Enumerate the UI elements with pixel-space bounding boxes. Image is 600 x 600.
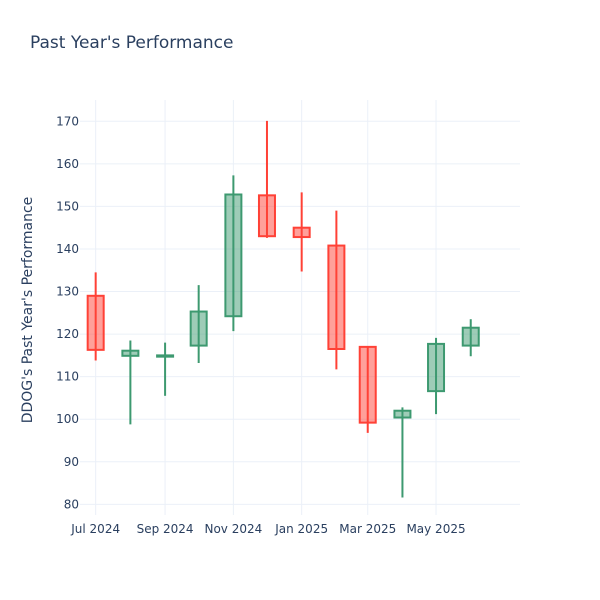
x-tick-label: Jan 2025: [274, 522, 328, 536]
candle-body: [327, 244, 346, 350]
candle-body: [427, 342, 446, 393]
candle-increasing: [224, 175, 243, 332]
y-tick-label: 150: [56, 199, 79, 213]
candle-decreasing: [358, 345, 377, 433]
y-tick-label: 80: [64, 497, 79, 511]
candle-decreasing: [327, 210, 346, 370]
x-tick-label: Jul 2024: [70, 522, 120, 536]
candle-increasing: [156, 342, 175, 396]
y-tick-label: 130: [56, 285, 79, 299]
candle-decreasing: [86, 272, 105, 361]
y-tick-label: 140: [56, 242, 79, 256]
y-axis-title: DDOG's Past Year's Performance: [20, 197, 36, 424]
y-tick-label: 170: [56, 114, 79, 128]
y-tick-label: 100: [56, 412, 79, 426]
candle-body: [121, 349, 140, 357]
x-tick-label: Sep 2024: [137, 522, 194, 536]
candle-body: [257, 194, 276, 238]
x-tick-label: May 2025: [406, 522, 465, 536]
candle-increasing: [461, 319, 480, 357]
grid: [80, 100, 520, 515]
candle-body: [461, 326, 480, 347]
y-tick-label: 90: [64, 455, 79, 469]
x-tick-label: Mar 2025: [339, 522, 396, 536]
candle-body: [393, 409, 412, 419]
candle-body: [358, 345, 377, 424]
y-axis-ticks: 80 90 100 110 120 130 140 150 160 170: [56, 114, 79, 511]
candle-body: [189, 310, 208, 347]
candle-body: [156, 354, 175, 358]
chart-title: Past Year's Performance: [30, 33, 234, 53]
candle-body: [292, 226, 311, 239]
candle-body: [224, 193, 243, 318]
y-tick-label: 120: [56, 327, 79, 341]
y-tick-label: 110: [56, 370, 79, 384]
candle-decreasing: [292, 192, 311, 272]
candle-body: [86, 294, 105, 351]
y-tick-label: 160: [56, 157, 79, 171]
candle-decreasing: [257, 120, 276, 238]
candles: [86, 120, 480, 498]
x-tick-label: Nov 2024: [204, 522, 262, 536]
x-axis-ticks: Jul 2024 Sep 2024 Nov 2024 Jan 2025 Mar 2025…: [70, 522, 465, 536]
candle-increasing: [189, 285, 208, 364]
candle-increasing: [427, 337, 446, 415]
candle-increasing: [393, 407, 412, 498]
candle-increasing: [121, 340, 140, 425]
